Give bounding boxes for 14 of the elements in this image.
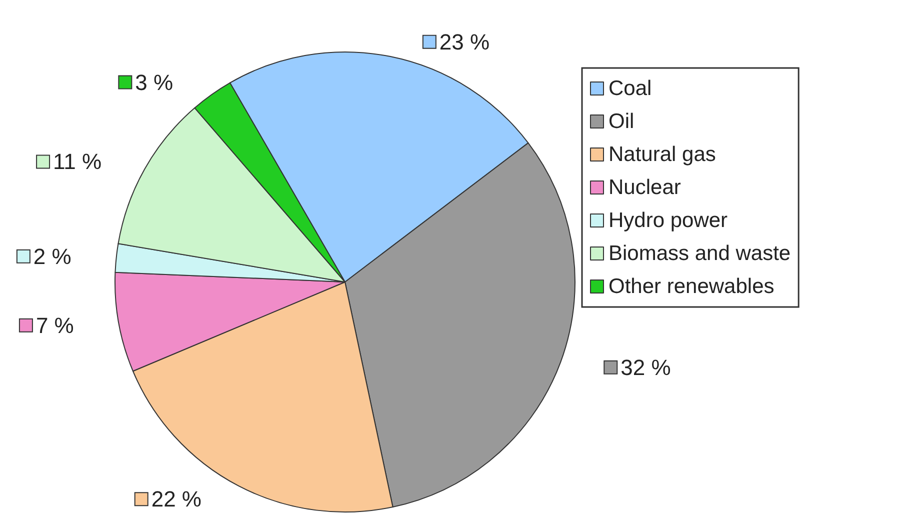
- legend-label: Other renewables: [608, 275, 774, 298]
- data-label: 11 %: [53, 149, 102, 174]
- data-label: 23 %: [439, 29, 490, 54]
- legend-label: Hydro power: [608, 209, 728, 232]
- legend-label: Coal: [608, 77, 652, 100]
- legend-label: Biomass and waste: [608, 242, 791, 265]
- legend-label: Natural gas: [608, 143, 716, 166]
- data-label: 22 %: [151, 486, 202, 512]
- data-label: 2 %: [33, 244, 72, 269]
- legend-label: Nuclear: [608, 176, 681, 199]
- data-label: 7 %: [36, 312, 74, 338]
- legend-label: Oil: [608, 110, 634, 133]
- data-label: 32 %: [620, 354, 671, 380]
- data-label: 3 %: [135, 70, 174, 95]
